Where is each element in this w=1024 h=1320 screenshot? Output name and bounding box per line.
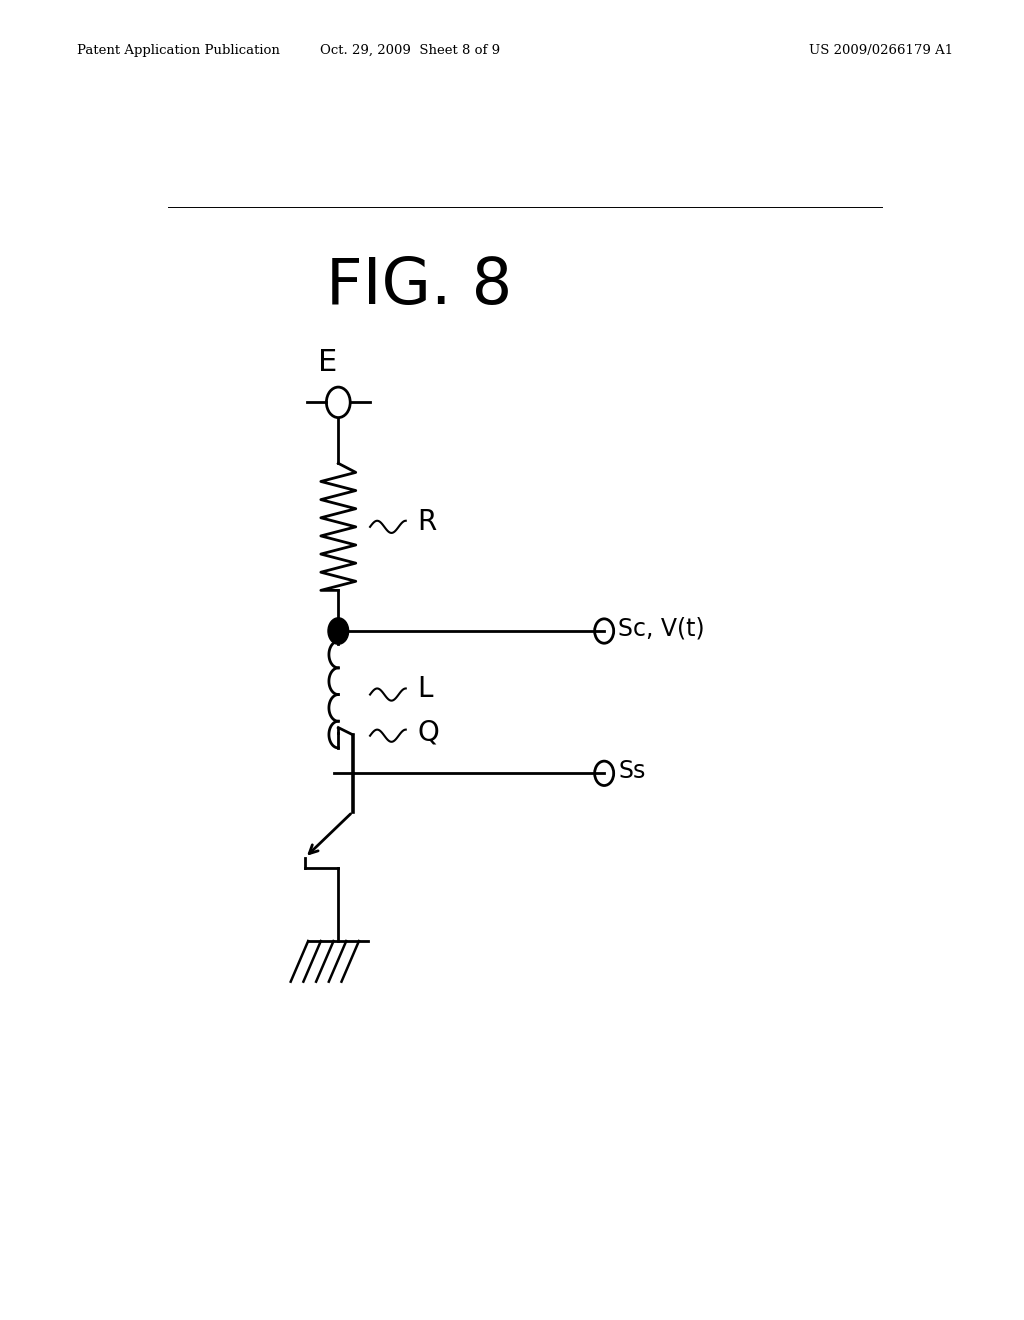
Text: FIG. 8: FIG. 8 xyxy=(327,255,513,317)
Text: Sc, V(t): Sc, V(t) xyxy=(618,616,706,642)
Text: Oct. 29, 2009  Sheet 8 of 9: Oct. 29, 2009 Sheet 8 of 9 xyxy=(319,44,500,57)
Text: US 2009/0266179 A1: US 2009/0266179 A1 xyxy=(809,44,952,57)
Text: E: E xyxy=(318,348,338,378)
Circle shape xyxy=(328,618,348,644)
Text: R: R xyxy=(418,508,437,536)
Text: L: L xyxy=(418,676,433,704)
Text: Ss: Ss xyxy=(618,759,646,783)
Text: Patent Application Publication: Patent Application Publication xyxy=(77,44,280,57)
Text: Q: Q xyxy=(418,718,439,747)
